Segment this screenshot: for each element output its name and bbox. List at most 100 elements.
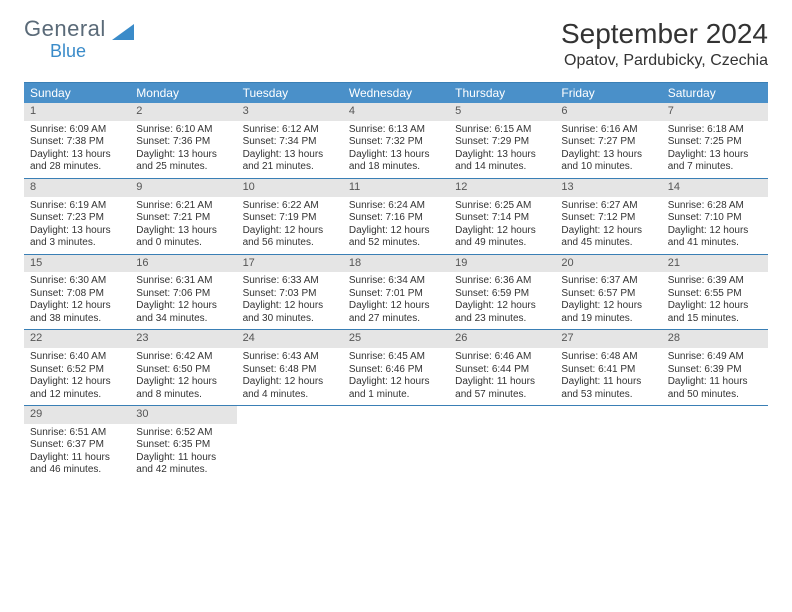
sunrise-line: Sunrise: 6:33 AM (243, 275, 337, 288)
day-body: Sunrise: 6:24 AMSunset: 7:16 PMDaylight:… (343, 197, 449, 254)
day-number: 4 (343, 103, 449, 121)
day-number: 8 (24, 179, 130, 197)
day-body: Sunrise: 6:28 AMSunset: 7:10 PMDaylight:… (662, 197, 768, 254)
daylight-line: Daylight: 12 hours and 23 minutes. (455, 300, 549, 325)
day-body: Sunrise: 6:34 AMSunset: 7:01 PMDaylight:… (343, 272, 449, 329)
day-cell: 29Sunrise: 6:51 AMSunset: 6:37 PMDayligh… (24, 406, 130, 481)
sunrise-line: Sunrise: 6:36 AM (455, 275, 549, 288)
daylight-line: Daylight: 13 hours and 0 minutes. (136, 225, 230, 250)
sunrise-line: Sunrise: 6:39 AM (668, 275, 762, 288)
daylight-line: Daylight: 12 hours and 8 minutes. (136, 376, 230, 401)
sunset-line: Sunset: 7:01 PM (349, 288, 443, 301)
daylight-line: Daylight: 13 hours and 14 minutes. (455, 149, 549, 174)
day-cell: 17Sunrise: 6:33 AMSunset: 7:03 PMDayligh… (237, 255, 343, 330)
daylight-line: Daylight: 12 hours and 56 minutes. (243, 225, 337, 250)
day-body: Sunrise: 6:43 AMSunset: 6:48 PMDaylight:… (237, 348, 343, 405)
week-row: 22Sunrise: 6:40 AMSunset: 6:52 PMDayligh… (24, 330, 768, 406)
day-number: 22 (24, 330, 130, 348)
sunset-line: Sunset: 7:03 PM (243, 288, 337, 301)
dow-saturday: Saturday (662, 83, 768, 103)
sunrise-line: Sunrise: 6:48 AM (561, 351, 655, 364)
sunrise-line: Sunrise: 6:12 AM (243, 124, 337, 137)
week-row: 15Sunrise: 6:30 AMSunset: 7:08 PMDayligh… (24, 255, 768, 331)
location: Opatov, Pardubicky, Czechia (561, 52, 768, 70)
day-cell: 1 Sunrise: 6:09 AMSunset: 7:38 PMDaylight… (24, 103, 130, 178)
daylight-line: Daylight: 11 hours and 57 minutes. (455, 376, 549, 401)
sunset-line: Sunset: 7:36 PM (136, 136, 230, 149)
day-number: 5 (449, 103, 555, 121)
daylight-line: Daylight: 13 hours and 7 minutes. (668, 149, 762, 174)
brand-logo: General Blue (24, 18, 134, 60)
day-cell: 4Sunrise: 6:13 AMSunset: 7:32 PMDaylight… (343, 103, 449, 178)
day-cell: 3Sunrise: 6:12 AMSunset: 7:34 PMDaylight… (237, 103, 343, 178)
day-cell: 30Sunrise: 6:52 AMSunset: 6:35 PMDayligh… (130, 406, 236, 481)
sunset-line: Sunset: 6:59 PM (455, 288, 549, 301)
day-body: Sunrise: 6:10 AMSunset: 7:36 PMDaylight:… (130, 121, 236, 178)
sunrise-line: Sunrise: 6:46 AM (455, 351, 549, 364)
sunrise-line: Sunrise: 6:27 AM (561, 200, 655, 213)
day-cell: 8Sunrise: 6:19 AMSunset: 7:23 PMDaylight… (24, 179, 130, 254)
day-cell: 19Sunrise: 6:36 AMSunset: 6:59 PMDayligh… (449, 255, 555, 330)
sunrise-line: Sunrise: 6:18 AM (668, 124, 762, 137)
day-body: Sunrise: 6:16 AMSunset: 7:27 PMDaylight:… (555, 121, 661, 178)
sunset-line: Sunset: 6:44 PM (455, 364, 549, 377)
dow-thursday: Thursday (449, 83, 555, 103)
sunset-line: Sunset: 6:37 PM (30, 439, 124, 452)
sunrise-line: Sunrise: 6:34 AM (349, 275, 443, 288)
day-cell: 26 Sunrise: 6:46 AMSunset: 6:44 PMDayligh… (449, 330, 555, 405)
day-body: Sunrise: 6:42 AMSunset: 6:50 PMDaylight:… (130, 348, 236, 405)
daylight-line: Daylight: 13 hours and 28 minutes. (30, 149, 124, 174)
daylight-line: Daylight: 12 hours and 30 minutes. (243, 300, 337, 325)
daylight-line: Daylight: 12 hours and 27 minutes. (349, 300, 443, 325)
day-cell: 28Sunrise: 6:49 AMSunset: 6:39 PMDayligh… (662, 330, 768, 405)
sunset-line: Sunset: 7:38 PM (30, 136, 124, 149)
dow-tuesday: Tuesday (237, 83, 343, 103)
day-number: 26 (449, 330, 555, 348)
sunset-line: Sunset: 6:50 PM (136, 364, 230, 377)
day-body: Sunrise: 6:21 AMSunset: 7:21 PMDaylight:… (130, 197, 236, 254)
day-number: 6 (555, 103, 661, 121)
day-cell (662, 406, 768, 481)
day-body: Sunrise: 6:36 AMSunset: 6:59 PMDaylight:… (449, 272, 555, 329)
daylight-line: Daylight: 12 hours and 19 minutes. (561, 300, 655, 325)
day-number: 1 (24, 103, 130, 121)
day-number: 3 (237, 103, 343, 121)
sunrise-line: Sunrise: 6:28 AM (668, 200, 762, 213)
day-cell: 5Sunrise: 6:15 AMSunset: 7:29 PMDaylight… (449, 103, 555, 178)
sunrise-line: Sunrise: 6:09 AM (30, 124, 124, 137)
day-number: 9 (130, 179, 236, 197)
day-body: Sunrise: 6:48 AMSunset: 6:41 PMDaylight:… (555, 348, 661, 405)
day-cell: 27Sunrise: 6:48 AMSunset: 6:41 PMDayligh… (555, 330, 661, 405)
sunrise-line: Sunrise: 6:45 AM (349, 351, 443, 364)
week-row: 8Sunrise: 6:19 AMSunset: 7:23 PMDaylight… (24, 179, 768, 255)
day-cell: 2Sunrise: 6:10 AMSunset: 7:36 PMDaylight… (130, 103, 236, 178)
day-number: 24 (237, 330, 343, 348)
day-number: 2 (130, 103, 236, 121)
day-cell: 25Sunrise: 6:45 AMSunset: 6:46 PMDayligh… (343, 330, 449, 405)
day-cell: 9Sunrise: 6:21 AMSunset: 7:21 PMDaylight… (130, 179, 236, 254)
sunrise-line: Sunrise: 6:13 AM (349, 124, 443, 137)
dow-row: Sunday Monday Tuesday Wednesday Thursday… (24, 83, 768, 103)
dow-sunday: Sunday (24, 83, 130, 103)
daylight-line: Daylight: 13 hours and 10 minutes. (561, 149, 655, 174)
day-cell (449, 406, 555, 481)
week-row: 29Sunrise: 6:51 AMSunset: 6:37 PMDayligh… (24, 406, 768, 481)
daylight-line: Daylight: 12 hours and 4 minutes. (243, 376, 337, 401)
sunrise-line: Sunrise: 6:51 AM (30, 427, 124, 440)
daylight-line: Daylight: 11 hours and 42 minutes. (136, 452, 230, 477)
day-body: Sunrise: 6:27 AMSunset: 7:12 PMDaylight:… (555, 197, 661, 254)
week-row: 1Sunrise: 6:09 AMSunset: 7:38 PMDaylight… (24, 103, 768, 179)
sunset-line: Sunset: 7:23 PM (30, 212, 124, 225)
daylight-line: Daylight: 12 hours and 34 minutes. (136, 300, 230, 325)
brand-triangle-icon (112, 22, 134, 45)
day-body: Sunrise: 6:12 AMSunset: 7:34 PMDaylight:… (237, 121, 343, 178)
day-number: 21 (662, 255, 768, 273)
sunset-line: Sunset: 7:21 PM (136, 212, 230, 225)
day-number: 23 (130, 330, 236, 348)
sunrise-line: Sunrise: 6:24 AM (349, 200, 443, 213)
day-cell: 18Sunrise: 6:34 AMSunset: 7:01 PMDayligh… (343, 255, 449, 330)
day-number: 13 (555, 179, 661, 197)
sunset-line: Sunset: 7:16 PM (349, 212, 443, 225)
sunrise-line: Sunrise: 6:15 AM (455, 124, 549, 137)
dow-monday: Monday (130, 83, 236, 103)
